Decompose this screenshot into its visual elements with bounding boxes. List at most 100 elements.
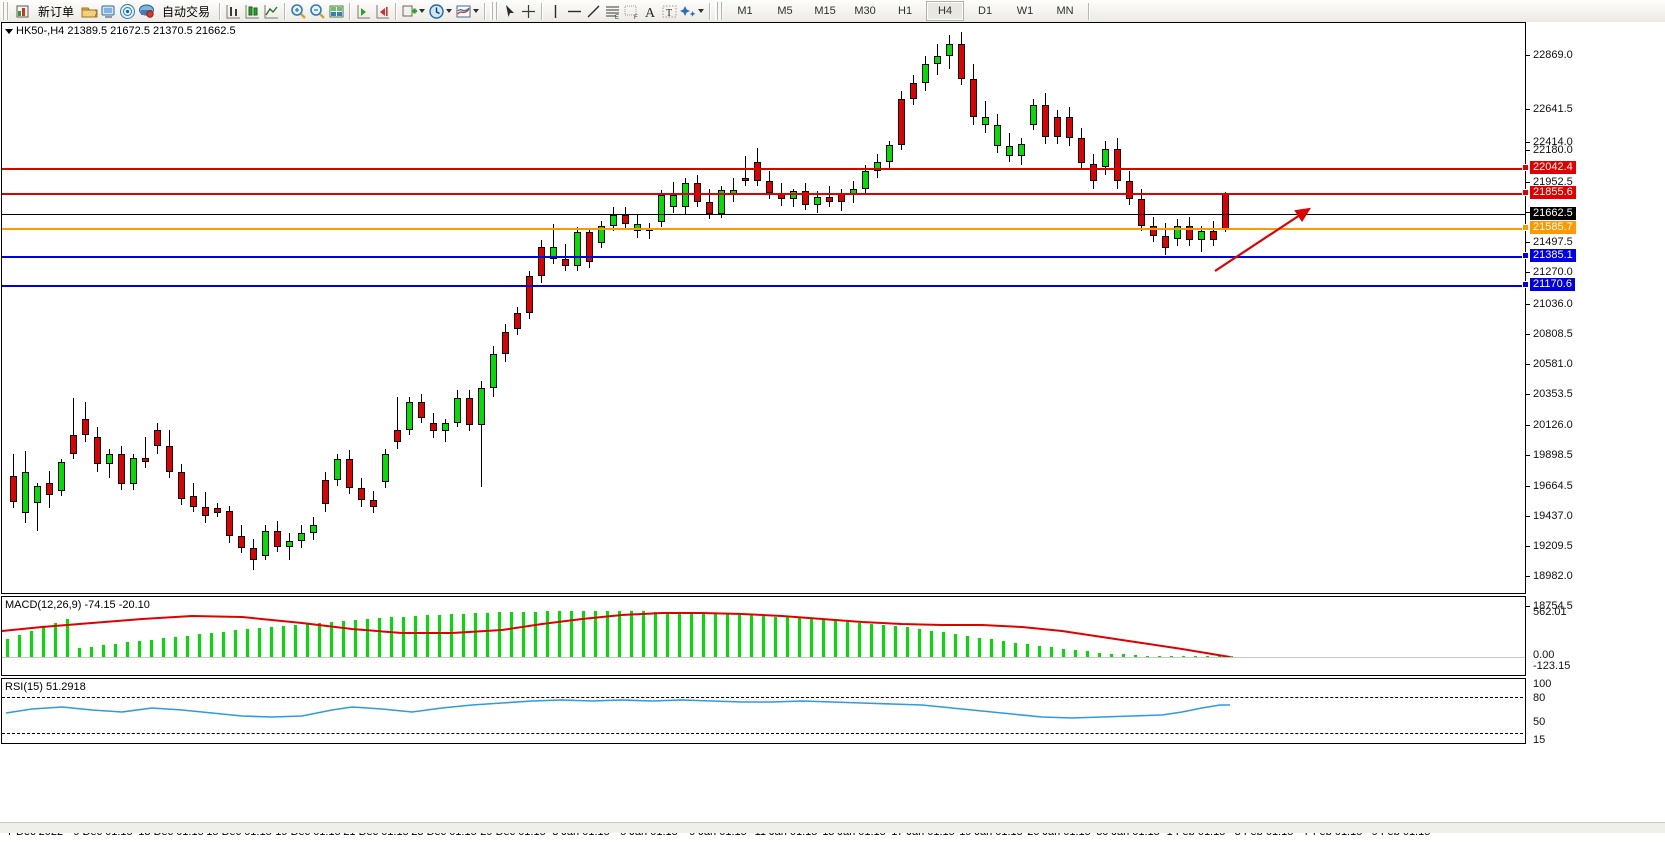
candle-body	[70, 435, 77, 454]
toolbar-grip[interactable]	[1, 2, 9, 20]
price-tag-current-price[interactable]: 21662.5	[1530, 207, 1576, 220]
svg-text:T: T	[666, 8, 672, 19]
level-line-support-1[interactable]	[2, 256, 1525, 258]
horizontal-line-icon[interactable]	[565, 2, 584, 21]
macd-bar	[630, 611, 633, 657]
level-handle-support-2[interactable]	[1522, 281, 1529, 288]
price-chart-pane[interactable]: HK50-,H4 21389.5 21672.5 21370.5 21662.5	[1, 22, 1526, 594]
rsi-indicator-pane[interactable]: RSI(15) 51.2918	[1, 678, 1526, 744]
candle-body	[1186, 225, 1193, 241]
candle-body	[262, 530, 269, 556]
add-indicator-icon[interactable]	[400, 2, 419, 21]
draw-toolbar-grip[interactable]	[490, 2, 499, 20]
level-line-resistance-2[interactable]	[2, 193, 1525, 195]
candle-body	[46, 482, 53, 495]
candle-wick	[829, 186, 830, 208]
cursor-icon[interactable]	[500, 2, 519, 21]
macd-bar	[90, 646, 93, 657]
toolbar-separator-5	[484, 2, 487, 20]
timeframe-m1[interactable]: M1	[737, 5, 753, 17]
candle-body	[1090, 163, 1097, 181]
macd-bar	[1074, 650, 1077, 657]
level-line-resistance-1[interactable]	[2, 168, 1525, 170]
shift-start-icon[interactable]	[354, 2, 373, 21]
expert-advisor-icon[interactable]	[137, 2, 156, 21]
signal-icon[interactable]	[118, 2, 137, 21]
bar-chart-icon[interactable]	[224, 2, 243, 21]
candle-body	[202, 506, 209, 517]
zoom-in-icon[interactable]	[289, 2, 308, 21]
period-clock-icon[interactable]	[427, 2, 446, 21]
chart-collapse-icon[interactable]	[5, 28, 13, 34]
zoom-out-icon[interactable]	[308, 2, 327, 21]
macd-bar	[702, 613, 705, 657]
macd-bar	[1206, 656, 1209, 657]
fibonacci-icon[interactable]: E	[603, 2, 622, 21]
auto-trading-label: 自动交易	[162, 4, 211, 19]
macd-bar	[966, 635, 969, 657]
templates-icon[interactable]	[454, 2, 473, 21]
main-toolbar: 新订单 自动交易	[0, 0, 1665, 23]
level-handle-resistance-2[interactable]	[1522, 189, 1529, 196]
price-tag-resistance-1[interactable]: 22042.4	[1530, 161, 1576, 174]
price-tag-resistance-2[interactable]: 21855.6	[1530, 186, 1576, 199]
level-handle-pivot[interactable]	[1522, 224, 1529, 231]
objects-icon[interactable]	[679, 2, 698, 21]
timeframe-h1[interactable]: H1	[898, 5, 913, 17]
level-line-pivot[interactable]	[2, 228, 1525, 230]
period-dropdown-caret[interactable]	[446, 9, 453, 13]
candle-wick	[397, 396, 398, 449]
macd-bar	[1026, 644, 1029, 657]
macd-bar	[810, 618, 813, 657]
horizontal-scrollbar[interactable]	[0, 822, 1665, 833]
price-tag-support-2[interactable]: 21170.6	[1530, 278, 1575, 291]
timeframe-m15[interactable]: M15	[814, 5, 836, 17]
toolbar-separator-3	[349, 2, 352, 20]
macd-bar	[450, 614, 453, 657]
candle-body	[694, 183, 701, 202]
price-scale[interactable]: 22869.022641.522414.022180.021952.521725…	[1522, 22, 1665, 746]
channel-icon[interactable]: F	[622, 2, 641, 21]
trendline-icon[interactable]	[584, 2, 603, 21]
candle-body	[994, 125, 1001, 147]
timeframe-m30[interactable]: M30	[854, 5, 876, 17]
candle-body	[166, 445, 173, 473]
label-icon[interactable]: T	[660, 2, 679, 21]
network-icon[interactable]	[99, 2, 118, 21]
level-line-support-2[interactable]	[2, 285, 1525, 287]
folder-icon[interactable]	[80, 2, 99, 21]
text-icon[interactable]: A	[641, 2, 660, 21]
timeframe-m5[interactable]: M5	[777, 5, 793, 17]
level-line-current-price[interactable]	[2, 214, 1525, 215]
macd-bar	[738, 614, 741, 657]
templates-dropdown-caret[interactable]	[473, 9, 480, 13]
level-handle-resistance-1[interactable]	[1522, 164, 1529, 171]
chart-area[interactable]: HK50-,H4 21389.5 21672.5 21370.5 21662.5…	[0, 22, 1665, 838]
add-indicator-dropdown-caret[interactable]	[419, 9, 426, 13]
objects-dropdown-caret[interactable]	[698, 9, 705, 13]
candlestick-chart-icon[interactable]	[243, 2, 262, 21]
candle-body	[670, 195, 677, 208]
macd-bar	[882, 624, 885, 657]
timeframe-mn[interactable]: MN	[1056, 5, 1074, 17]
line-chart-icon[interactable]	[262, 2, 281, 21]
timeframe-h4[interactable]: H4	[926, 1, 965, 21]
crosshair-icon[interactable]	[519, 2, 538, 21]
auto-trading-button[interactable]: 自动交易	[156, 1, 216, 21]
new-order-button[interactable]: 新订单	[11, 1, 80, 21]
price-tag-support-1[interactable]: 21385.1	[1530, 249, 1576, 262]
timeframe-w1[interactable]: W1	[1016, 5, 1034, 17]
timeframe-d1[interactable]: D1	[978, 5, 993, 17]
price-tag-pivot[interactable]: 21585.7	[1530, 221, 1576, 234]
rsi-line	[5, 699, 1230, 719]
macd-indicator-pane[interactable]: MACD(12,26,9) -74.15 -20.10	[1, 596, 1526, 676]
macd-bar	[174, 636, 177, 657]
vertical-line-icon[interactable]	[546, 2, 565, 21]
tile-windows-icon[interactable]	[327, 2, 346, 21]
timeframe-toolbar-grip[interactable]	[715, 2, 724, 20]
candle-body	[454, 398, 461, 424]
macd-bar	[282, 625, 285, 657]
level-handle-support-1[interactable]	[1522, 252, 1529, 259]
shift-end-icon[interactable]	[373, 2, 392, 21]
chart-header-text: HK50-,H4 21389.5 21672.5 21370.5 21662.5	[16, 25, 236, 37]
